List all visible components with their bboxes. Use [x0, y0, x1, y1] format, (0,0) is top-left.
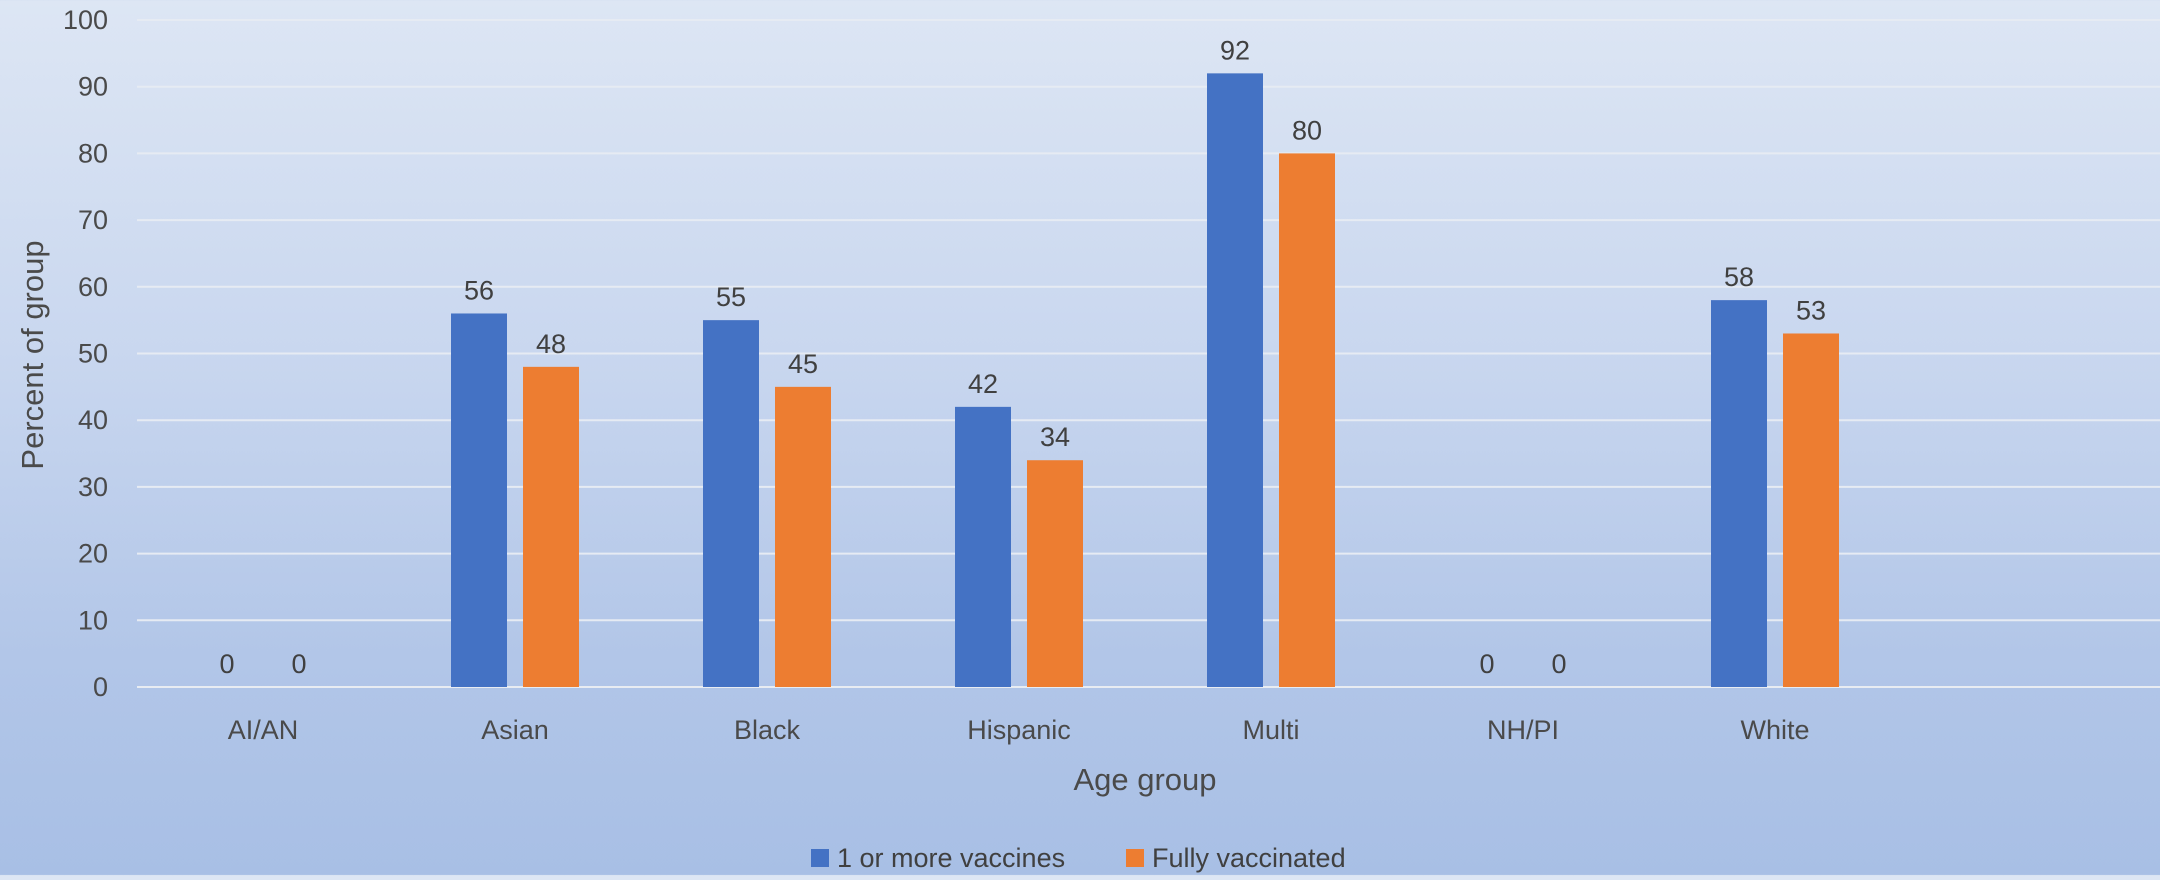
x-tick-label-ai-an: AI/AN	[228, 715, 299, 745]
bar-white-series-0	[1711, 300, 1767, 687]
data-label-nh-pi-series-0: 0	[1479, 649, 1494, 679]
x-tick-label-asian: Asian	[481, 715, 549, 745]
bar-asian-series-0	[451, 313, 507, 687]
x-tick-label-white: White	[1740, 715, 1809, 745]
bar-multi-series-0	[1207, 73, 1263, 688]
gridlines	[137, 19, 2160, 688]
bar-hispanic-series-0	[955, 406, 1011, 687]
legend: 1 or more vaccines Fully vaccinated	[811, 843, 1346, 873]
x-axis-title: Age group	[1073, 762, 1216, 797]
y-tick-label-20: 20	[78, 539, 108, 569]
bar-white-series-1	[1783, 333, 1839, 687]
data-label-multi-series-1: 80	[1292, 115, 1322, 145]
data-label-multi-series-0: 92	[1220, 35, 1250, 65]
x-tick-label-black: Black	[734, 715, 801, 745]
x-tick-label-hispanic: Hispanic	[967, 715, 1071, 745]
data-label-white-series-1: 53	[1796, 295, 1826, 325]
legend-swatch-1-or-more-vaccines	[811, 849, 829, 867]
y-tick-label-10: 10	[78, 605, 108, 635]
data-label-white-series-0: 58	[1724, 262, 1754, 292]
bar-hispanic-series-1	[1027, 460, 1083, 687]
y-tick-label-90: 90	[78, 72, 108, 102]
bars	[451, 73, 1839, 688]
y-axis-title: Percent of group	[15, 240, 50, 469]
y-axis-ticks: 0 10 20 30 40 50 60 70 80 90 100	[63, 5, 108, 702]
data-label-black-series-0: 55	[716, 282, 746, 312]
data-label-ai-an-series-0: 0	[219, 649, 234, 679]
data-label-ai-an-series-1: 0	[291, 649, 306, 679]
data-label-hispanic-series-1: 34	[1040, 422, 1070, 452]
y-tick-label-40: 40	[78, 405, 108, 435]
y-tick-label-100: 100	[63, 5, 108, 35]
legend-swatch-fully-vaccinated	[1126, 849, 1144, 867]
bar-black-series-0	[703, 320, 759, 687]
data-labels: 0 0 56 48 55 45 42 34 92 80 0 0 58 53	[219, 35, 1826, 679]
y-tick-label-0: 0	[93, 672, 108, 702]
y-tick-label-70: 70	[78, 205, 108, 235]
data-label-asian-series-1: 48	[536, 329, 566, 359]
bar-black-series-1	[775, 386, 831, 687]
data-label-black-series-1: 45	[788, 349, 818, 379]
x-tick-label-nh-pi: NH/PI	[1487, 715, 1559, 745]
data-label-nh-pi-series-1: 0	[1551, 649, 1566, 679]
data-label-asian-series-0: 56	[464, 275, 494, 305]
x-axis-categories: AI/AN Asian Black Hispanic Multi NH/PI White	[228, 715, 1810, 745]
y-tick-label-50: 50	[78, 339, 108, 369]
x-tick-label-multi: Multi	[1242, 715, 1299, 745]
data-label-hispanic-series-0: 42	[968, 369, 998, 399]
legend-label-fully-vaccinated: Fully vaccinated	[1152, 843, 1346, 873]
y-tick-label-30: 30	[78, 472, 108, 502]
bar-multi-series-1	[1279, 153, 1335, 687]
y-tick-label-80: 80	[78, 138, 108, 168]
bar-asian-series-1	[523, 366, 579, 687]
y-tick-label-60: 60	[78, 272, 108, 302]
legend-label-1-or-more-vaccines: 1 or more vaccines	[837, 843, 1065, 873]
